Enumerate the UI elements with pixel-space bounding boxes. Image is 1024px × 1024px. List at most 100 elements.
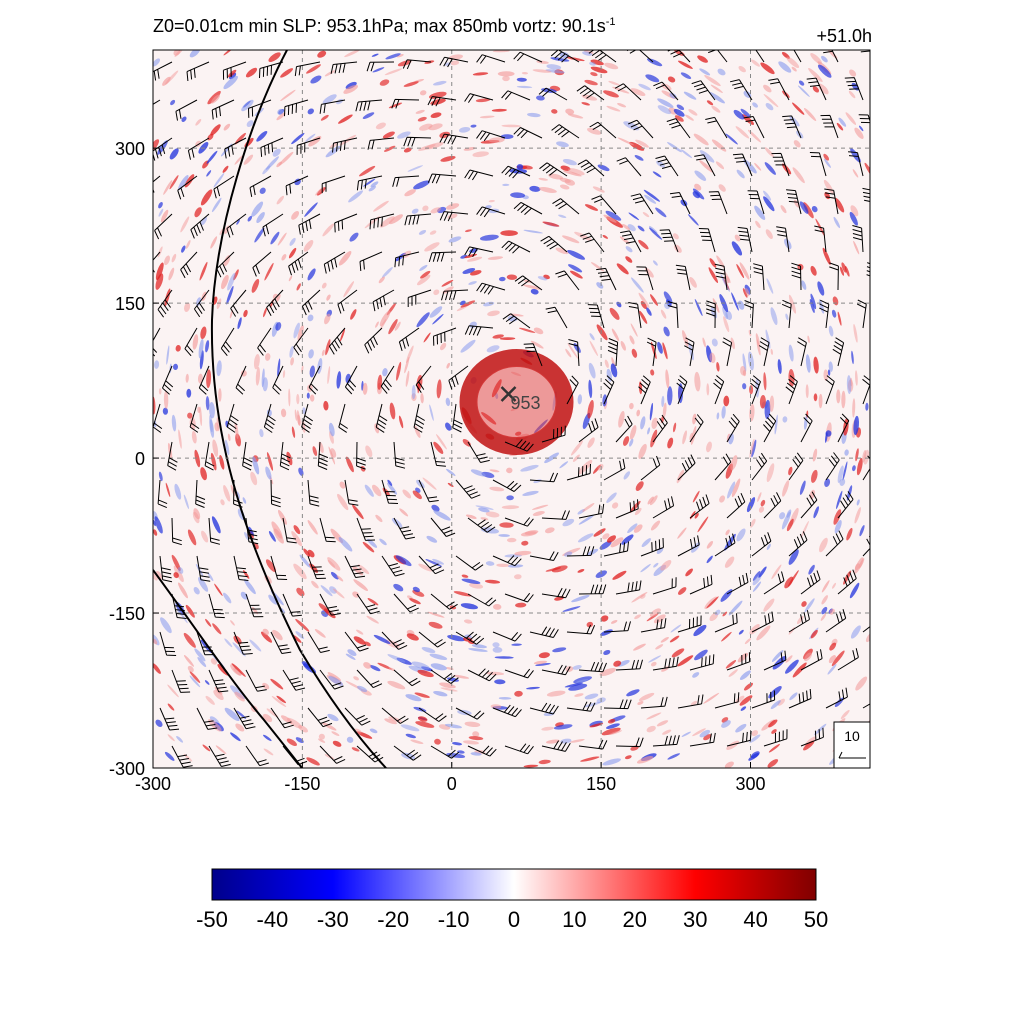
vorticity-streak bbox=[551, 109, 558, 114]
vorticity-streak bbox=[619, 236, 630, 245]
vorticity-streak bbox=[739, 695, 753, 706]
vorticity-streak bbox=[206, 369, 212, 389]
wind-barb bbox=[628, 302, 642, 329]
wind-barb bbox=[541, 510, 570, 520]
wind-barb bbox=[529, 702, 559, 715]
wind-barb bbox=[270, 707, 294, 729]
vorticity-streak bbox=[742, 288, 748, 298]
vorticity-streak bbox=[295, 618, 310, 632]
vorticity-streak bbox=[277, 232, 287, 246]
vorticity-streak bbox=[714, 609, 721, 616]
vorticity-streak bbox=[430, 663, 447, 671]
vorticity-streak bbox=[813, 356, 819, 374]
vorticity-streak bbox=[788, 369, 795, 387]
vorticity-streak bbox=[852, 169, 859, 178]
vorticity-streak bbox=[337, 493, 349, 511]
wind-barb bbox=[476, 130, 506, 142]
wind-barb bbox=[753, 263, 765, 291]
wind-barb bbox=[852, 225, 864, 253]
wind-barb bbox=[393, 593, 419, 613]
wind-barb bbox=[705, 116, 728, 139]
vorticity-streak bbox=[760, 499, 766, 507]
vorticity-streak bbox=[595, 570, 607, 579]
vorticity-streak bbox=[460, 300, 476, 308]
wind-barb bbox=[763, 413, 777, 443]
vorticity-streak bbox=[321, 349, 325, 357]
vorticity-streak bbox=[261, 368, 265, 388]
vorticity-streak bbox=[692, 672, 700, 678]
wind-barb bbox=[523, 343, 543, 367]
vorticity-streak bbox=[845, 112, 857, 125]
vorticity-streak bbox=[296, 283, 301, 291]
vorticity-streak bbox=[379, 79, 390, 86]
vorticity-streak bbox=[197, 373, 203, 384]
wind-barb bbox=[153, 61, 173, 81]
wind-barb bbox=[714, 692, 740, 709]
vorticity-streak bbox=[584, 204, 599, 211]
vorticity-streak bbox=[453, 591, 472, 597]
vorticity-streak bbox=[223, 50, 234, 56]
vorticity-streak bbox=[502, 183, 510, 187]
vorticity-streak bbox=[325, 339, 331, 356]
vorticity-streak bbox=[560, 738, 572, 744]
wind-barb bbox=[744, 300, 754, 329]
y-tick-label: 300 bbox=[115, 139, 145, 159]
vorticity-streak bbox=[205, 340, 210, 353]
wind-barb bbox=[832, 337, 845, 367]
vorticity-streak bbox=[270, 678, 284, 690]
wind-barb bbox=[157, 479, 168, 509]
wind-barb bbox=[433, 327, 457, 346]
wind-barbs bbox=[153, 50, 870, 768]
vorticity-streak bbox=[224, 707, 240, 722]
wind-barb bbox=[332, 137, 358, 153]
vorticity-streak bbox=[425, 559, 443, 567]
vorticity-streak bbox=[430, 207, 441, 214]
wind-barb bbox=[245, 517, 259, 545]
vorticity-streak bbox=[198, 338, 204, 359]
vorticity-streak bbox=[428, 621, 443, 629]
vorticity-streak bbox=[798, 80, 805, 86]
wind-barb bbox=[763, 571, 785, 595]
vorticity-streak bbox=[735, 723, 747, 733]
vorticity-streak bbox=[725, 133, 738, 145]
vorticity-streak bbox=[813, 506, 819, 519]
vorticity-streak bbox=[690, 700, 698, 706]
vorticity-streak bbox=[411, 661, 430, 670]
vorticity-streak bbox=[667, 76, 676, 83]
vorticity-streak bbox=[205, 396, 210, 411]
vorticity-streak bbox=[168, 267, 175, 281]
vorticity-streak bbox=[364, 641, 371, 647]
vorticity-streak bbox=[178, 175, 189, 191]
wind-barb bbox=[211, 99, 235, 120]
vorticity-streak bbox=[589, 340, 598, 356]
wind-barb bbox=[467, 668, 497, 682]
vorticity-streak bbox=[516, 77, 527, 82]
wind-barb bbox=[208, 669, 229, 693]
colorbar-tick-label: -50 bbox=[196, 907, 228, 932]
wind-barb bbox=[587, 304, 605, 329]
wind-barb bbox=[375, 403, 388, 433]
wind-barb bbox=[455, 631, 485, 645]
wind-barb bbox=[763, 492, 782, 519]
vorticity-streak bbox=[811, 205, 818, 213]
vorticity-streak bbox=[694, 513, 699, 519]
vorticity-streak bbox=[834, 197, 845, 213]
wind-barb bbox=[282, 593, 302, 617]
vorticity-streak bbox=[822, 247, 831, 265]
vorticity-streak bbox=[422, 477, 437, 490]
vorticity-streak bbox=[721, 405, 726, 419]
vorticity-streak bbox=[620, 340, 626, 351]
wind-barb bbox=[154, 213, 173, 240]
vorticity-streak bbox=[771, 650, 784, 662]
vorticity-streak bbox=[841, 390, 846, 409]
vorticity-streak bbox=[189, 50, 201, 58]
vorticity-streak bbox=[276, 695, 286, 704]
wind-barb bbox=[226, 403, 239, 433]
colorbar-tick-label: 50 bbox=[804, 907, 828, 932]
vorticity-streak bbox=[858, 558, 865, 569]
wind-barb bbox=[467, 517, 496, 533]
wind-barb bbox=[272, 365, 284, 395]
vorticity-streak bbox=[754, 162, 762, 171]
wind-barb bbox=[381, 631, 408, 650]
